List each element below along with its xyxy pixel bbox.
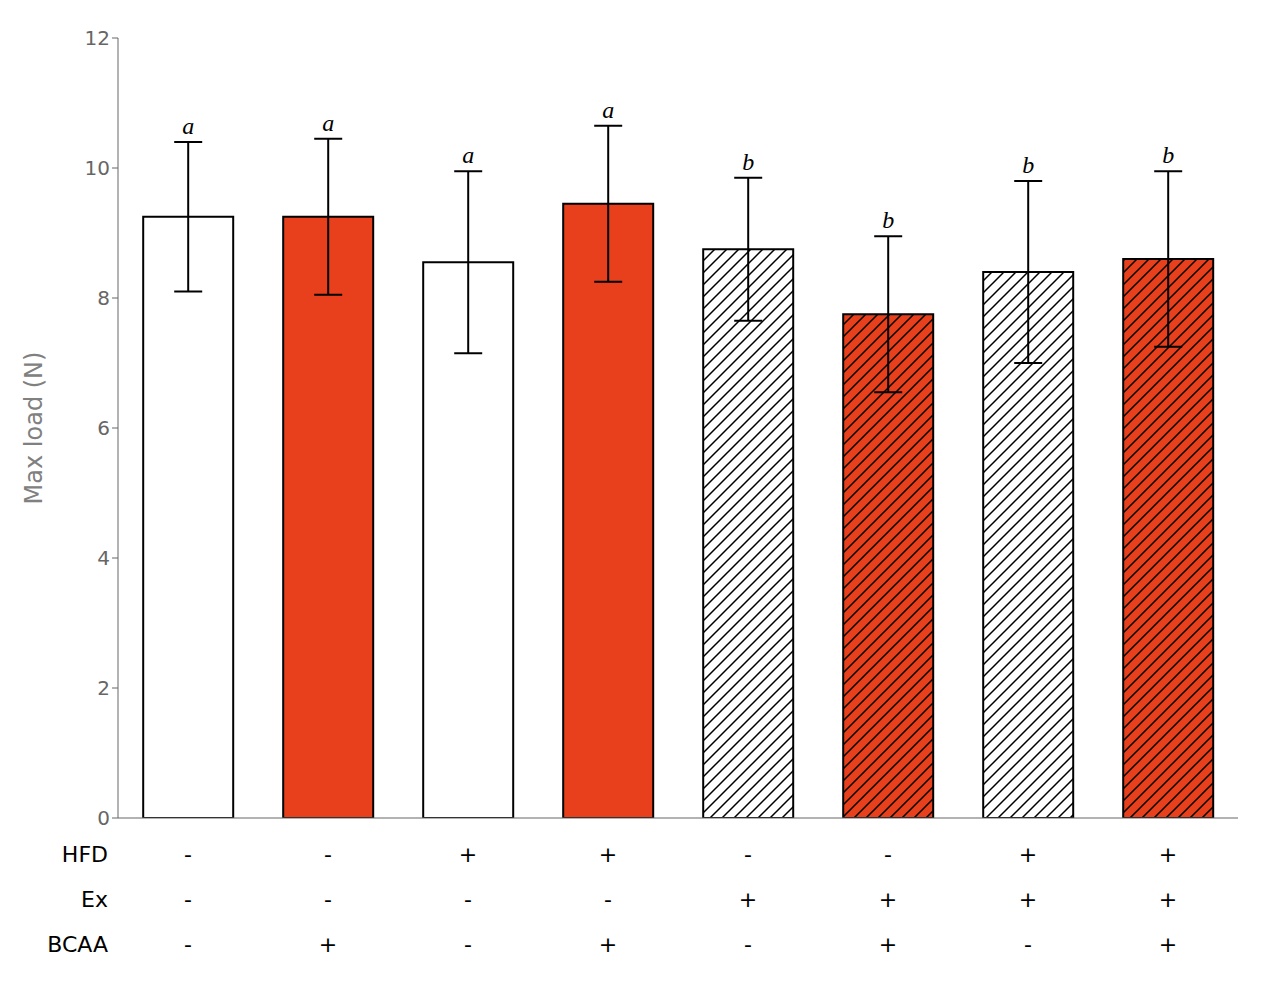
svg-text:-: - (884, 842, 892, 867)
svg-text:Ex: Ex (81, 887, 108, 912)
svg-text:0: 0 (97, 806, 110, 830)
svg-text:-: - (604, 887, 612, 912)
svg-text:+: + (739, 887, 757, 912)
svg-text:6: 6 (97, 416, 110, 440)
svg-text:-: - (324, 842, 332, 867)
svg-text:b: b (1022, 152, 1034, 178)
svg-text:-: - (324, 887, 332, 912)
svg-text:-: - (464, 887, 472, 912)
svg-text:b: b (1162, 142, 1174, 168)
svg-text:+: + (1159, 842, 1177, 867)
svg-text:-: - (184, 932, 192, 957)
svg-text:+: + (879, 932, 897, 957)
svg-text:a: a (182, 113, 194, 139)
svg-text:+: + (879, 887, 897, 912)
svg-text:a: a (462, 142, 474, 168)
svg-text:HFD: HFD (62, 842, 108, 867)
svg-text:4: 4 (97, 546, 110, 570)
svg-text:a: a (322, 110, 334, 136)
svg-text:+: + (319, 932, 337, 957)
svg-text:-: - (744, 842, 752, 867)
svg-text:+: + (1019, 887, 1037, 912)
svg-text:-: - (184, 842, 192, 867)
svg-text:-: - (184, 887, 192, 912)
svg-text:b: b (882, 207, 894, 233)
svg-text:BCAA: BCAA (47, 932, 108, 957)
svg-text:+: + (1159, 932, 1177, 957)
svg-text:+: + (459, 842, 477, 867)
svg-text:-: - (464, 932, 472, 957)
svg-text:-: - (1024, 932, 1032, 957)
svg-text:+: + (1019, 842, 1037, 867)
svg-text:10: 10 (85, 156, 110, 180)
svg-text:+: + (599, 932, 617, 957)
svg-text:a: a (602, 97, 614, 123)
svg-text:+: + (599, 842, 617, 867)
svg-text:12: 12 (85, 26, 110, 50)
svg-text:-: - (744, 932, 752, 957)
svg-text:8: 8 (97, 286, 110, 310)
svg-text:b: b (742, 149, 754, 175)
svg-text:+: + (1159, 887, 1177, 912)
svg-text:Max load (N): Max load (N) (20, 352, 48, 505)
svg-text:2: 2 (97, 676, 110, 700)
